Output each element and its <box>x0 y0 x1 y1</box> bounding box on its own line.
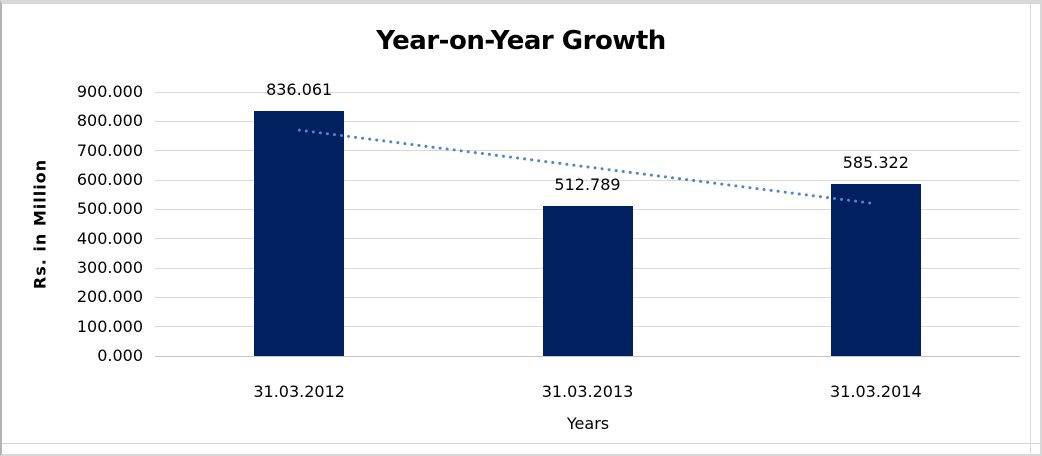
bar <box>254 110 345 356</box>
y-tick-label: 300.000 <box>76 258 143 277</box>
y-tick-label: 600.000 <box>76 170 143 189</box>
y-tick-label: 900.000 <box>76 82 143 101</box>
x-axis-title: Years <box>566 414 610 433</box>
sheet-column-boundary <box>1030 4 1031 454</box>
x-tick-label: 31.03.2013 <box>541 382 634 401</box>
gridline <box>155 120 1020 122</box>
bar-value-label: 512.789 <box>554 174 621 194</box>
y-tick-label: 500.000 <box>76 199 143 219</box>
y-tick-label: 800.000 <box>76 111 143 131</box>
bar-value-label: 585.322 <box>842 153 909 173</box>
y-tick-label: 0.000 <box>97 346 143 365</box>
bar <box>542 205 633 356</box>
y-tick-label: 700.000 <box>76 140 143 160</box>
gridline <box>155 91 1020 93</box>
x-tick-label: 31.03.2014 <box>830 382 922 401</box>
bar <box>830 184 921 356</box>
sheet-row-boundary <box>2 443 1040 444</box>
chart-title: Year-on-Year Growth <box>376 26 666 56</box>
y-tick-label: 100.000 <box>76 316 143 336</box>
y-tick-label: 400.000 <box>76 228 143 248</box>
x-tick-label: 31.03.2012 <box>253 382 345 401</box>
gridline <box>155 355 1020 357</box>
y-tick-label: 200.000 <box>76 287 143 307</box>
bar-value-label: 836.061 <box>266 79 333 99</box>
